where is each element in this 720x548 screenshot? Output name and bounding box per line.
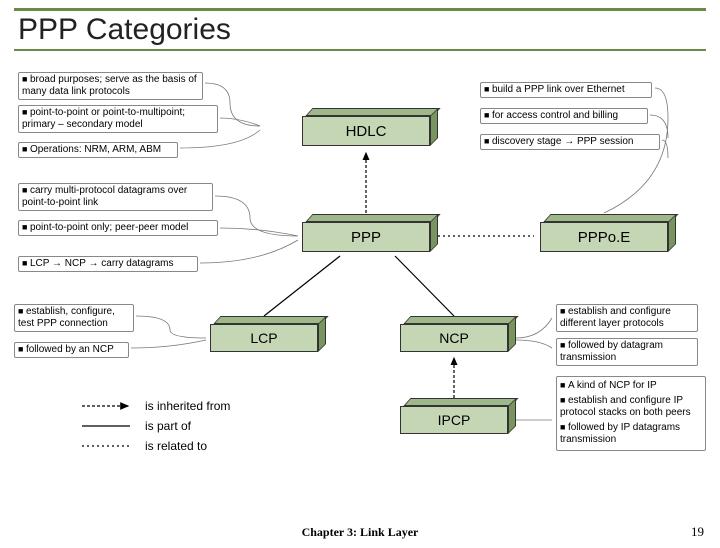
note-ncp-1: establish and configure different layer …: [556, 304, 698, 332]
title-bar: PPP Categories: [14, 8, 706, 51]
note-pppoe-2: for access control and billing: [480, 108, 648, 124]
box-lcp: LCP: [210, 324, 318, 352]
note-hdlc-2: point-to-point or point-to-multipoint; p…: [18, 105, 218, 133]
legend-inherited-label: is inherited from: [145, 399, 230, 413]
legend-related-label: is related to: [145, 439, 207, 453]
note-pppoe-1: build a PPP link over Ethernet: [480, 82, 652, 98]
legend-partof: is part of: [80, 419, 230, 433]
note-hdlc-3: Operations: NRM, ARM, ABM: [18, 142, 178, 158]
footer-chapter: Chapter 3: Link Layer: [0, 525, 720, 540]
legend-partof-line: [80, 421, 135, 431]
note-ppp-2: point-to-point only; peer-peer model: [18, 220, 218, 236]
page-title: PPP Categories: [14, 13, 706, 47]
legend-inherited-line: [80, 401, 135, 411]
legend-related-line: [80, 441, 135, 451]
box-ppp: PPP: [302, 222, 430, 252]
legend: is inherited from is part of is related …: [80, 393, 230, 459]
note-ncp-2: followed by datagram transmission: [556, 338, 698, 366]
box-pppoe: PPPo.E: [540, 222, 668, 252]
box-ipcp: IPCP: [400, 406, 508, 434]
box-pppoe-label: PPPo.E: [540, 222, 668, 252]
note-ipcp-group: A kind of NCP for IP establish and confi…: [556, 376, 706, 451]
footer-page: 19: [691, 524, 704, 540]
note-lcp-1: establish, configure, test PPP connectio…: [14, 304, 134, 332]
note-hdlc-1: broad purposes; serve as the basis of ma…: [18, 72, 203, 100]
legend-partof-label: is part of: [145, 419, 191, 433]
box-ppp-label: PPP: [302, 222, 430, 252]
note-ipcp-2: establish and configure IP protocol stac…: [560, 394, 702, 421]
box-hdlc-label: HDLC: [302, 116, 430, 146]
legend-related: is related to: [80, 439, 230, 453]
legend-inherited: is inherited from: [80, 399, 230, 413]
box-ncp: NCP: [400, 324, 508, 352]
note-pppoe-3: discovery stage → PPP session: [480, 134, 660, 150]
note-ppp-1: carry multi-protocol datagrams over poin…: [18, 183, 213, 211]
note-ipcp-1: A kind of NCP for IP: [560, 379, 702, 394]
box-lcp-label: LCP: [210, 324, 318, 352]
box-ncp-label: NCP: [400, 324, 508, 352]
note-ppp-3: LCP → NCP → carry datagrams: [18, 256, 198, 272]
box-hdlc: HDLC: [302, 116, 430, 146]
title-underline: [14, 49, 706, 51]
box-ipcp-label: IPCP: [400, 406, 508, 434]
note-ipcp-3: followed by IP datagrams transmission: [560, 421, 702, 448]
note-lcp-2: followed by an NCP: [14, 342, 129, 358]
